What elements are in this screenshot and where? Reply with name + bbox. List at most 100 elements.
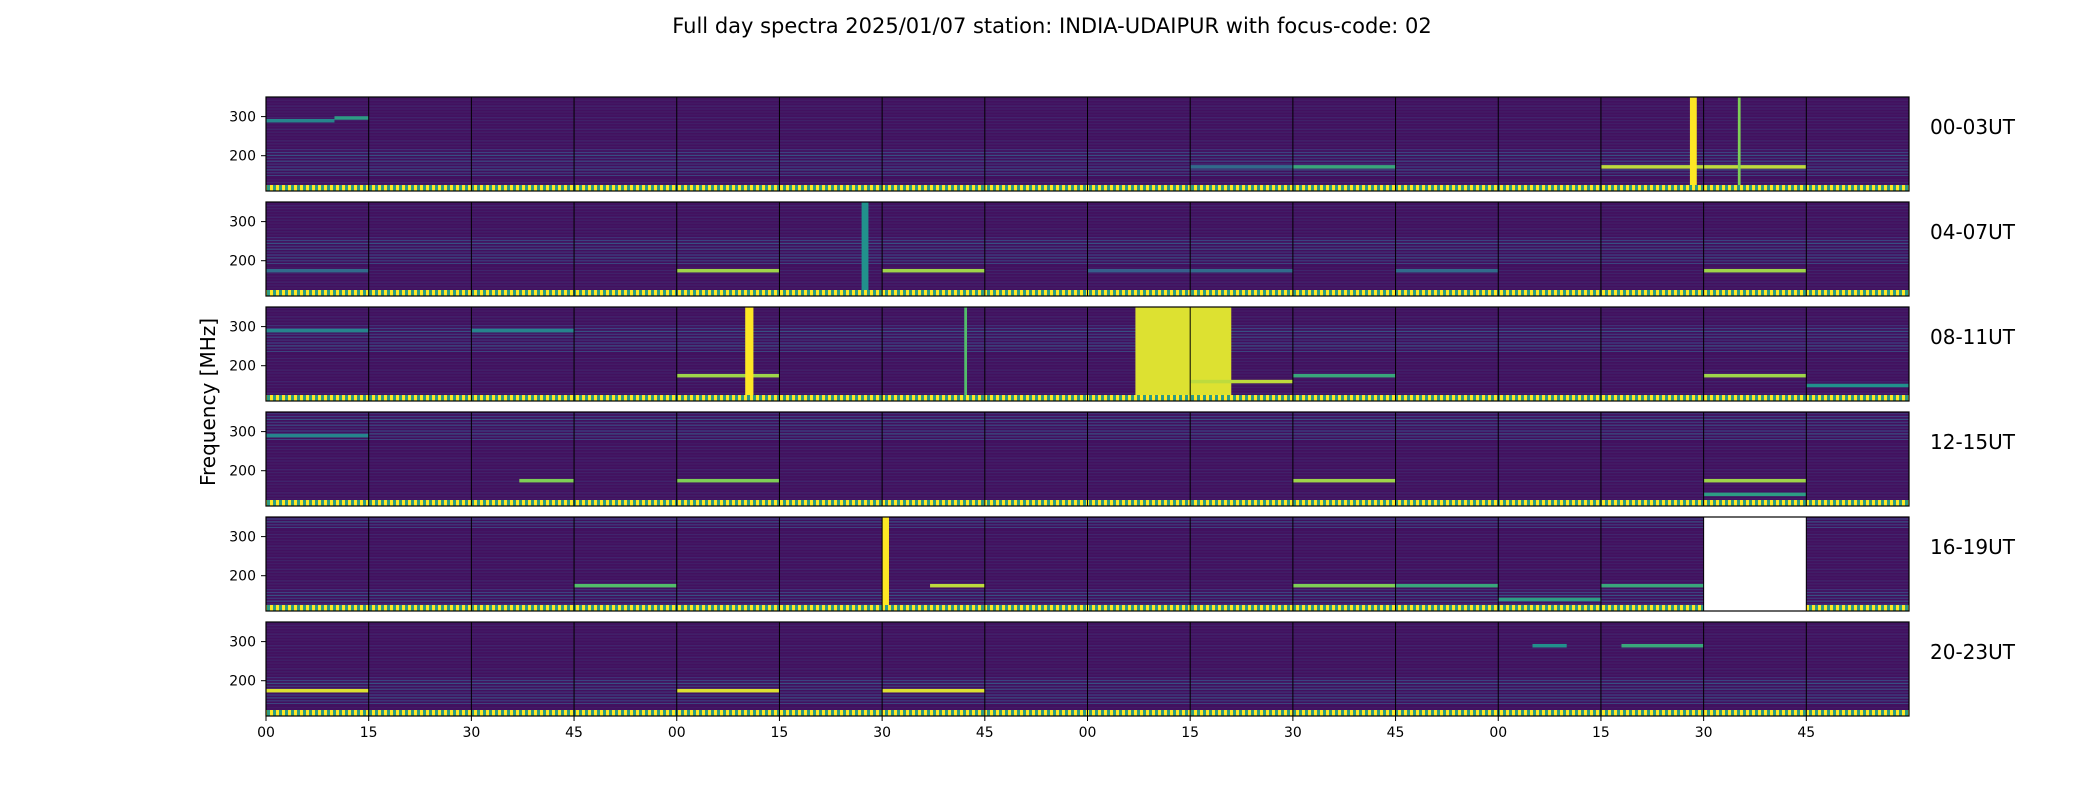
spectra-hline-feature xyxy=(1292,165,1396,169)
row-frame xyxy=(265,306,1910,402)
spectra-panel xyxy=(1292,517,1396,605)
y-tick-label: 300 xyxy=(229,320,256,336)
spectra-panel xyxy=(676,97,780,185)
spectra-panel xyxy=(1087,97,1191,185)
spectra-baseline-strip xyxy=(1292,290,1396,296)
spectra-hline-feature xyxy=(1292,583,1396,588)
spectra-row: 300 200 04-07UT xyxy=(229,201,2016,297)
y-tick-label: 200 xyxy=(229,464,256,480)
row-frame xyxy=(265,201,1910,297)
spectra-panel xyxy=(1806,412,1909,500)
spectra-panel xyxy=(676,202,780,290)
spectra-baseline-strip xyxy=(779,710,883,716)
spectra-panel xyxy=(574,97,677,185)
spectra-panel xyxy=(779,622,883,710)
spectra-panel xyxy=(1806,622,1909,710)
x-tick-label: 00 xyxy=(257,725,275,741)
spectra-hline-feature xyxy=(882,268,985,273)
spectra-hline-feature xyxy=(1703,492,1807,497)
spectra-baseline-strip xyxy=(1600,185,1704,191)
spectra-baseline-strip xyxy=(266,290,369,296)
x-tick-label: 15 xyxy=(771,725,789,741)
spectra-panel xyxy=(266,307,369,395)
spectra-baseline-strip xyxy=(1087,605,1191,611)
spectra-baseline-strip xyxy=(1703,500,1807,506)
spectra-panel xyxy=(1498,307,1601,395)
row-label: 04-07UT xyxy=(1930,220,2016,244)
spectra-baseline-strip xyxy=(1498,710,1601,716)
spectra-baseline-strip xyxy=(984,500,1088,506)
spectra-baseline-strip xyxy=(471,395,575,401)
spectra-baseline-strip xyxy=(1806,710,1909,716)
spectra-baseline-strip xyxy=(1087,290,1191,296)
spectra-baseline-strip xyxy=(984,290,1088,296)
spectra-hline-feature xyxy=(1292,373,1396,378)
spectra-hline-feature xyxy=(1703,373,1807,378)
spectra-row: 300 200 00-03UT xyxy=(229,96,2016,192)
row-label: 00-03UT xyxy=(1930,115,2016,139)
spectra-baseline-strip xyxy=(676,500,780,506)
spectra-baseline-strip xyxy=(1498,500,1601,506)
spectra-hline-feature xyxy=(1395,268,1499,273)
chart-title: Full day spectra 2025/01/07 station: IND… xyxy=(672,14,1432,38)
spectra-panel xyxy=(471,97,575,185)
spectra-baseline-strip xyxy=(1087,500,1191,506)
spectra-baseline-strip xyxy=(1190,710,1293,716)
spectra-baseline-strip xyxy=(471,710,575,716)
spectra-row: 300 200 20-23UT xyxy=(229,621,2016,717)
spectra-panel xyxy=(676,517,780,605)
spectra-baseline-strip xyxy=(1703,185,1807,191)
spectra-baseline-strip xyxy=(1703,290,1807,296)
y-tick-label: 300 xyxy=(229,110,256,126)
y-tick-label: 200 xyxy=(229,359,256,375)
spectra-panel xyxy=(1292,412,1396,500)
spectra-panel xyxy=(984,307,1088,395)
spectra-panel xyxy=(676,622,780,710)
spectra-panel xyxy=(984,97,1088,185)
spectra-baseline-strip xyxy=(574,500,677,506)
spectra-panel xyxy=(1600,412,1704,500)
spectra-panel xyxy=(1703,97,1807,185)
spectra-panel xyxy=(266,412,369,500)
x-tick-label: 00 xyxy=(668,725,686,741)
spectra-panel xyxy=(882,307,985,395)
spectra-baseline-strip xyxy=(676,605,780,611)
spectra-baseline-strip xyxy=(1806,185,1909,191)
spectra-baseline-strip xyxy=(1498,395,1601,401)
spectra-hline-feature xyxy=(266,268,369,273)
spectra-hline-feature xyxy=(1532,643,1567,648)
spectra-baseline-strip xyxy=(574,395,677,401)
x-tick-label: 00 xyxy=(1489,725,1507,741)
spectra-panel xyxy=(1703,622,1807,710)
spectra-hline-feature xyxy=(266,688,369,693)
row-frame xyxy=(265,516,1910,612)
spectra-baseline-strip xyxy=(984,395,1088,401)
spectra-hline-feature xyxy=(882,688,985,693)
spectra-baseline-strip xyxy=(1395,290,1499,296)
x-tick-label: 45 xyxy=(976,725,994,741)
spectra-hline-feature xyxy=(676,688,780,693)
spectra-panel xyxy=(266,97,369,185)
spectra-panel xyxy=(1600,622,1704,710)
spectra-baseline-strip xyxy=(1190,185,1293,191)
spectra-panel xyxy=(1292,622,1396,710)
spectra-hline-feature xyxy=(1292,478,1396,483)
x-tick-label: 15 xyxy=(1181,725,1199,741)
row-frame xyxy=(265,411,1910,507)
spectra-panel xyxy=(1395,97,1499,185)
x-tick-label: 45 xyxy=(565,725,583,741)
spectra-baseline-strip xyxy=(1395,395,1499,401)
spectra-baseline-strip xyxy=(1806,500,1909,506)
spectra-panel xyxy=(1806,202,1909,290)
spectra-hline-feature xyxy=(471,328,575,333)
spectra-panel xyxy=(1806,517,1909,605)
spectra-baseline-strip xyxy=(779,185,883,191)
x-tick-label: 30 xyxy=(873,725,891,741)
spectra-hline-feature xyxy=(1703,268,1807,273)
spectra-baseline-strip xyxy=(368,185,472,191)
spectra-baseline-strip xyxy=(676,290,780,296)
spectra-panel xyxy=(1087,517,1191,605)
spectra-baseline-strip xyxy=(1395,710,1499,716)
spectra-panel xyxy=(1190,412,1293,500)
